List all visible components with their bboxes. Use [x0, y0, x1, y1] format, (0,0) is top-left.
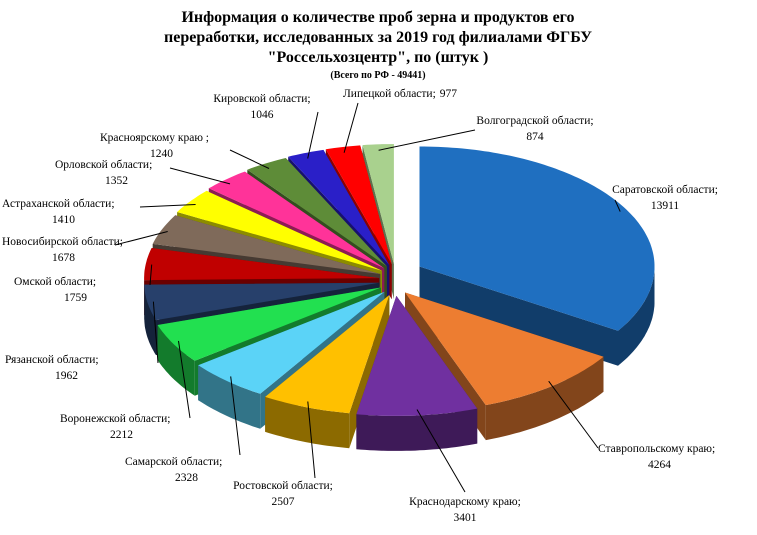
label-value: 1962	[55, 370, 78, 382]
leader-line	[178, 340, 191, 419]
label-category: Воронежской области;	[60, 413, 170, 425]
data-label: Астраханской области; 1410	[2, 198, 115, 226]
data-label: Самарской области; 2328	[125, 456, 222, 484]
leader-line	[149, 264, 153, 286]
label-category: Ростовской области;	[233, 480, 333, 492]
label-category: Омской области;	[14, 276, 96, 288]
label-value: 1046	[251, 109, 274, 121]
leader-line	[169, 167, 231, 185]
label-category: Ставропольскому краю;	[598, 443, 715, 455]
data-label: Саратовской области; 13911	[612, 184, 718, 212]
label-category: Самарской области;	[125, 456, 222, 468]
leader-line	[614, 199, 621, 212]
chart-title: "Россельхозцентр", по (штук )	[268, 49, 489, 66]
leader-line	[139, 204, 196, 208]
label-value: 2212	[110, 429, 133, 441]
leader-line	[230, 376, 241, 456]
slice-wall	[144, 284, 156, 356]
slice	[356, 295, 478, 451]
slice	[405, 292, 604, 406]
label-category: Саратовской области;	[612, 184, 718, 196]
label-category: Кировской области;	[213, 93, 310, 105]
slice-wall	[618, 266, 655, 366]
slice-wall	[157, 325, 195, 396]
slice-wall	[265, 396, 350, 449]
label-value: 2328	[175, 472, 198, 484]
label-value: 1759	[64, 292, 87, 304]
label-category: Орловской области;	[55, 159, 152, 171]
label-value: 1678	[52, 252, 75, 264]
data-label: Ставропольскому краю; 4264	[598, 443, 715, 471]
label-category: Красноярскому краю ;	[100, 132, 209, 144]
label-category: Волгоградской области;	[476, 115, 593, 127]
slice	[152, 215, 381, 274]
leader-line	[378, 129, 476, 151]
data-label: Краснодарскому краю; 3401	[409, 496, 521, 524]
leader-line	[416, 409, 466, 493]
label-category: Рязанской области;	[5, 354, 99, 366]
leader-line	[343, 102, 359, 153]
label-category: Астраханской области;	[2, 198, 115, 210]
chart-title: Информация о количестве проб зерна и про…	[181, 9, 574, 26]
data-label: Воронежской области; 2212	[60, 413, 170, 441]
label-value: 1410	[52, 214, 75, 226]
label-value: 2507	[272, 496, 295, 508]
slice	[325, 145, 392, 265]
label-value: 1240	[150, 148, 173, 160]
slice-wall	[356, 408, 478, 451]
label-value: 4264	[648, 459, 671, 471]
label-value: 1352	[105, 175, 128, 187]
leader-line	[229, 149, 270, 169]
data-label: Волгоградской области; 874	[476, 115, 593, 143]
data-label: Липецкой области; 977	[343, 88, 457, 100]
leader-line	[114, 231, 168, 246]
slice	[362, 144, 394, 264]
label-category: Краснодарскому краю;	[409, 496, 521, 508]
slice	[247, 158, 387, 267]
label-category: Липецкой области;	[343, 88, 436, 100]
leader-line	[307, 111, 319, 159]
slice	[144, 248, 380, 281]
label-value: 874	[526, 131, 544, 143]
data-label: Новосибирской области; 1678	[2, 236, 123, 264]
slice	[356, 295, 478, 416]
slice	[265, 295, 390, 414]
leader-line	[548, 380, 599, 449]
slice	[198, 291, 385, 394]
label-value: 13911	[651, 200, 680, 212]
data-label: Ростовской области; 2507	[233, 480, 333, 508]
slice	[419, 146, 655, 331]
slice	[157, 287, 381, 361]
data-label: Красноярскому краю ; 1240	[100, 132, 209, 160]
slice-side	[419, 266, 618, 366]
data-label: Орловской области; 1352	[55, 159, 152, 187]
slice	[265, 295, 390, 449]
chart-title: переработки, исследованных за 2019 год ф…	[164, 29, 592, 46]
data-label: Кировской области; 1046	[213, 93, 310, 121]
slice	[144, 282, 380, 321]
data-label: Рязанской области; 1962	[5, 354, 99, 382]
slice	[288, 149, 390, 266]
label-value: 3401	[454, 512, 477, 524]
slice	[177, 190, 382, 271]
slice	[419, 146, 655, 366]
data-label: Омской области; 1759	[14, 276, 96, 304]
leader-line	[307, 401, 316, 479]
label-category: Новосибирской области;	[2, 236, 123, 248]
slice-wall	[198, 365, 261, 429]
chart-subtitle: (Всего по РФ - 49441)	[330, 70, 425, 81]
slice-wall	[485, 356, 604, 441]
label-value: 977	[440, 88, 458, 100]
leader-line	[152, 301, 159, 364]
slice	[208, 171, 385, 269]
